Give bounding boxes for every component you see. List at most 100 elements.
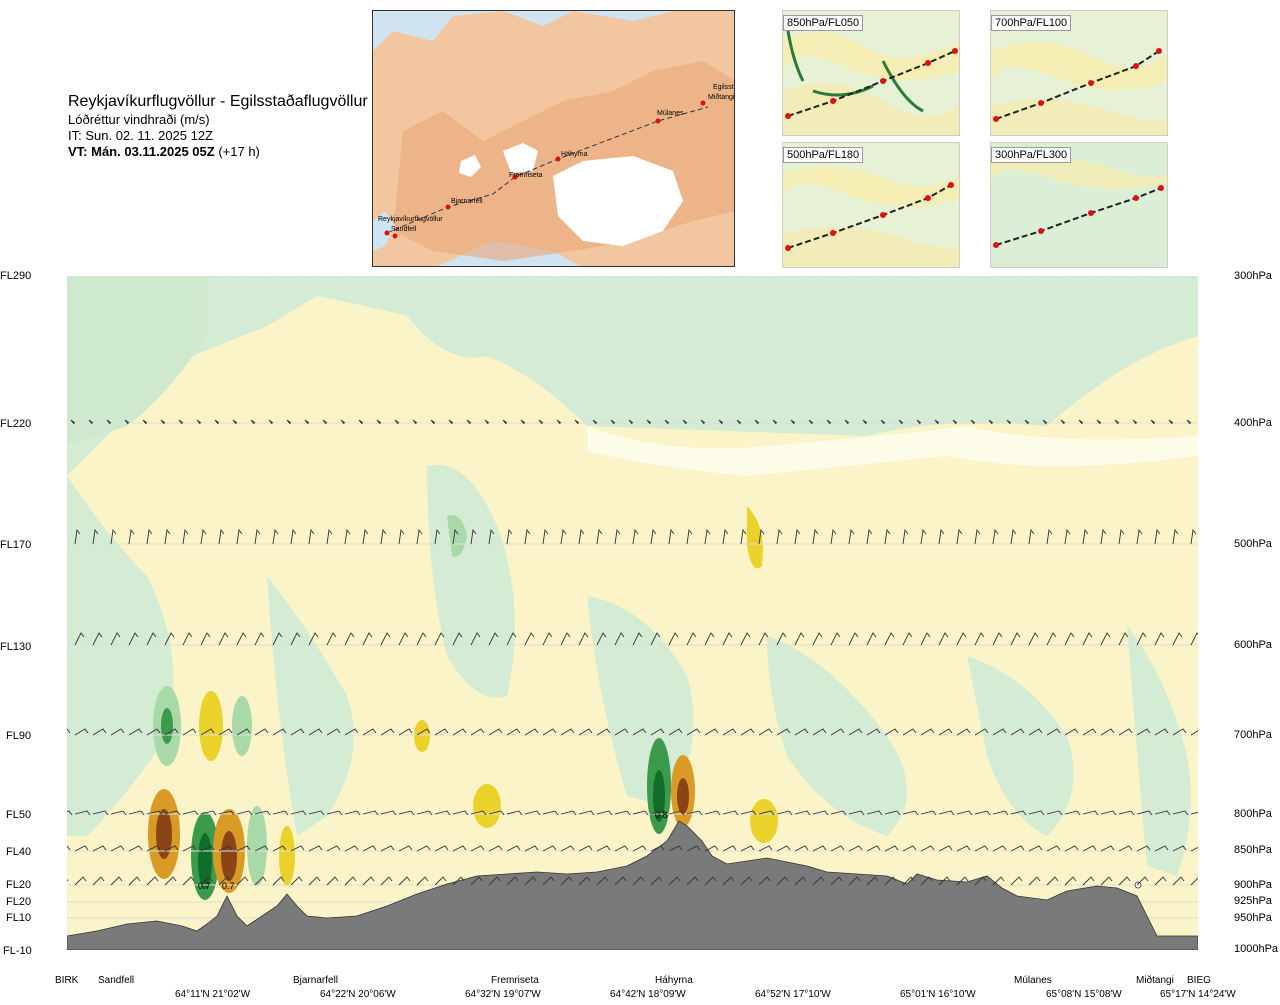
wind-barb bbox=[470, 728, 485, 736]
wind-barb bbox=[1132, 419, 1138, 425]
wind-barb bbox=[214, 419, 220, 425]
wind-barb bbox=[614, 845, 629, 852]
green-cell bbox=[247, 806, 267, 886]
wind-barb bbox=[182, 876, 195, 886]
wind-barb bbox=[812, 845, 827, 852]
wind-barb bbox=[632, 528, 639, 545]
wind-barb bbox=[686, 876, 699, 886]
wind-barb bbox=[434, 876, 447, 886]
wind-barb bbox=[92, 728, 107, 736]
wind-barb bbox=[524, 876, 537, 886]
wind-barb bbox=[1006, 419, 1012, 425]
wind-barb bbox=[574, 419, 580, 425]
wind-barb bbox=[740, 728, 755, 736]
wind-barb bbox=[718, 419, 724, 425]
wind-barb bbox=[520, 419, 526, 425]
fl-label: FL170 bbox=[0, 539, 32, 551]
wind-barb bbox=[488, 810, 505, 816]
wind-barb bbox=[884, 728, 899, 736]
wind-barb bbox=[1028, 632, 1039, 646]
wind-barb bbox=[524, 728, 539, 736]
wind-barb bbox=[106, 419, 112, 425]
wind-barb bbox=[506, 632, 517, 646]
wind-barb bbox=[830, 876, 843, 886]
wind-barb bbox=[740, 528, 747, 545]
wind-barb bbox=[1060, 419, 1066, 425]
wind-barb bbox=[74, 845, 89, 852]
wind-barb bbox=[956, 845, 971, 852]
wind-barb bbox=[448, 419, 454, 425]
wind-barb bbox=[848, 810, 865, 816]
wind-barb bbox=[452, 876, 465, 886]
fl-label: FL220 bbox=[0, 418, 32, 430]
wind-barb bbox=[92, 632, 103, 646]
wind-barb bbox=[182, 845, 197, 852]
wind-barb bbox=[488, 528, 495, 545]
wind-barb bbox=[650, 632, 661, 646]
wind-barb bbox=[398, 632, 409, 646]
wind-barb bbox=[74, 810, 91, 816]
wind-barb bbox=[308, 876, 321, 886]
wind-barb bbox=[1064, 876, 1077, 886]
green-field bbox=[447, 515, 467, 557]
wind-barb bbox=[970, 419, 976, 425]
wind-barb bbox=[902, 632, 913, 646]
wind-barb bbox=[884, 632, 895, 646]
green-cell bbox=[232, 696, 252, 756]
wind-barb bbox=[1046, 876, 1059, 886]
wind-barb bbox=[398, 810, 415, 816]
wind-barb bbox=[1064, 528, 1071, 545]
wind-barb bbox=[146, 632, 157, 646]
yellow-cell bbox=[199, 691, 223, 761]
coordinate-label: 64°42'N 18°09'W bbox=[610, 989, 686, 1000]
wind-barb bbox=[358, 419, 364, 425]
wind-barb bbox=[650, 810, 667, 816]
wind-barb bbox=[416, 528, 423, 545]
fl-label: FL40 bbox=[6, 846, 32, 858]
wind-barb bbox=[920, 845, 935, 852]
wind-barb bbox=[682, 419, 688, 425]
wind-barb bbox=[128, 845, 143, 852]
wind-barb bbox=[848, 632, 859, 646]
route-point-label: Reykjavíkurflugvöllur bbox=[378, 216, 443, 223]
wind-barb bbox=[794, 845, 809, 852]
wind-barb bbox=[938, 632, 949, 646]
wind-barb bbox=[758, 876, 771, 886]
wind-barb bbox=[326, 876, 339, 886]
mini-map-850: 850hPa/FL050 bbox=[782, 10, 960, 136]
wind-barb bbox=[412, 419, 418, 425]
route-title: Reykjavíkurflugvöllur - Egilsstaðaflugvö… bbox=[68, 93, 368, 110]
wind-barb bbox=[776, 728, 791, 736]
wind-barb bbox=[254, 632, 265, 646]
wind-barb bbox=[506, 845, 521, 852]
terrain bbox=[66, 820, 1199, 951]
wind-barb bbox=[200, 810, 217, 816]
wind-barb bbox=[1010, 528, 1017, 545]
wind-barb bbox=[272, 632, 283, 646]
wind-barb bbox=[182, 528, 189, 545]
wind-barb bbox=[380, 876, 393, 886]
wind-barb bbox=[466, 419, 472, 425]
wind-barb bbox=[1082, 728, 1097, 736]
wind-barb bbox=[902, 845, 917, 852]
mini-map-svg bbox=[991, 143, 1167, 267]
wind-barb bbox=[398, 528, 405, 545]
wind-barb bbox=[1046, 632, 1057, 646]
wind-barb bbox=[794, 632, 805, 646]
hpa-label: 700hPa bbox=[1234, 729, 1272, 741]
wind-barb bbox=[830, 810, 847, 816]
wind-barb bbox=[1172, 876, 1185, 886]
wind-barb bbox=[470, 528, 477, 545]
wind-barb bbox=[380, 528, 387, 545]
value-annotation: 0.7 bbox=[198, 881, 211, 891]
wind-barb bbox=[916, 419, 922, 425]
wind-barb bbox=[614, 528, 621, 545]
wind-barb bbox=[1136, 632, 1147, 646]
wind-barb bbox=[686, 845, 701, 852]
fl-label: FL-10 bbox=[3, 945, 32, 957]
wind-barb bbox=[1154, 876, 1167, 886]
green-field bbox=[67, 276, 207, 446]
wind-barb bbox=[578, 876, 591, 886]
brown-cell bbox=[156, 809, 172, 859]
wind-barb bbox=[1190, 528, 1197, 545]
